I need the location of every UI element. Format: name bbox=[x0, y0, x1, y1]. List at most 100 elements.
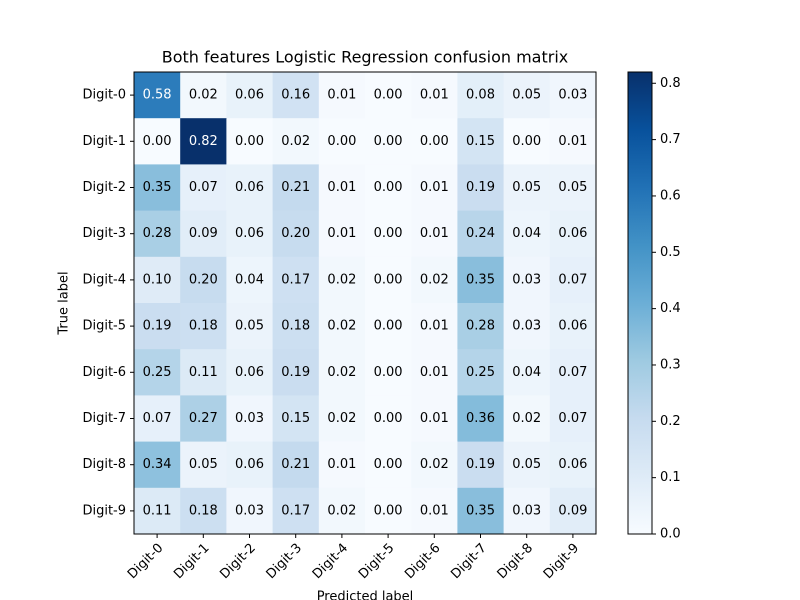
cell-label: 0.06 bbox=[558, 226, 587, 241]
cell-label: 0.03 bbox=[512, 319, 541, 334]
heatmap-cell bbox=[318, 118, 366, 165]
heatmap-cell bbox=[365, 164, 412, 212]
cell-label: 0.35 bbox=[143, 180, 172, 195]
heatmap-cell bbox=[549, 441, 597, 489]
cell-label: 0.03 bbox=[235, 411, 264, 426]
cell-label: 0.03 bbox=[558, 88, 587, 103]
cell-label: 0.07 bbox=[143, 411, 172, 426]
heatmap-cell bbox=[549, 164, 597, 212]
heatmap-cell bbox=[549, 210, 597, 258]
cell-label: 0.01 bbox=[420, 88, 449, 103]
heatmap-cell bbox=[134, 118, 181, 165]
x-tick-label: Digit-8 bbox=[495, 541, 536, 582]
heatmap-cell bbox=[503, 72, 551, 119]
cell-label: 0.15 bbox=[466, 134, 495, 149]
cell-label: 0.01 bbox=[327, 226, 356, 241]
cell-label: 0.02 bbox=[512, 411, 541, 426]
cell-label: 0.34 bbox=[143, 457, 172, 472]
cell-label: 0.17 bbox=[281, 503, 310, 518]
heatmap-cell bbox=[365, 118, 412, 165]
y-tick-label: Digit-0 bbox=[82, 88, 126, 103]
heatmap-cell bbox=[365, 395, 412, 443]
cell-label: 0.00 bbox=[327, 134, 356, 149]
cell-label: 0.00 bbox=[374, 365, 403, 380]
cell-label: 0.58 bbox=[143, 88, 172, 103]
heatmap-cell bbox=[226, 303, 274, 350]
heatmap-cell bbox=[549, 303, 597, 350]
cell-label: 0.19 bbox=[466, 180, 495, 195]
colorbar-tick-label: 0.7 bbox=[660, 132, 681, 147]
heatmap-cell bbox=[272, 210, 320, 258]
heatmap-cell bbox=[411, 303, 458, 350]
cell-label: 0.00 bbox=[235, 134, 264, 149]
heatmap-cell bbox=[180, 441, 227, 489]
cell-label: 0.05 bbox=[512, 180, 541, 195]
y-tick-label: Digit-2 bbox=[82, 180, 126, 195]
cell-label: 0.25 bbox=[143, 365, 172, 380]
cell-label: 0.20 bbox=[281, 226, 310, 241]
heatmap-cell bbox=[365, 210, 412, 258]
plot-frame bbox=[133, 71, 597, 535]
cell-label: 0.06 bbox=[558, 319, 587, 334]
cell-label: 0.01 bbox=[420, 180, 449, 195]
heatmap-cell bbox=[180, 256, 227, 304]
heatmap-cell bbox=[180, 395, 227, 443]
cell-label: 0.01 bbox=[420, 365, 449, 380]
colorbar-tick-label: 0.1 bbox=[660, 470, 681, 485]
cell-label: 0.21 bbox=[281, 180, 310, 195]
x-tick-label: Digit-6 bbox=[402, 541, 443, 582]
heatmap-cell bbox=[180, 349, 227, 396]
y-tick-label: Digit-3 bbox=[82, 226, 126, 241]
heatmap-cell bbox=[411, 164, 458, 212]
cell-label: 0.00 bbox=[374, 272, 403, 287]
heatmap-cell bbox=[549, 256, 597, 304]
heatmap-cell bbox=[411, 210, 458, 258]
chart-title: Both features Logistic Regression confus… bbox=[162, 48, 568, 67]
heatmap-cell bbox=[457, 256, 505, 304]
cell-label: 0.35 bbox=[466, 503, 495, 518]
cell-label: 0.00 bbox=[374, 411, 403, 426]
heatmap-cell bbox=[411, 395, 458, 443]
cell-label: 0.02 bbox=[327, 272, 356, 287]
cell-label: 0.01 bbox=[420, 503, 449, 518]
heatmap-cell bbox=[549, 349, 597, 396]
heatmap-cell bbox=[365, 256, 412, 304]
heatmap-cell bbox=[226, 349, 274, 396]
cell-label: 0.04 bbox=[512, 226, 541, 241]
cell-label: 0.00 bbox=[420, 134, 449, 149]
cell-label: 0.00 bbox=[374, 180, 403, 195]
heatmap-cell bbox=[318, 72, 366, 119]
cell-label: 0.01 bbox=[327, 88, 356, 103]
heatmap-cell bbox=[549, 72, 597, 119]
cell-label: 0.04 bbox=[512, 365, 541, 380]
cell-label: 0.11 bbox=[143, 503, 172, 518]
heatmap-cell bbox=[503, 487, 551, 535]
heatmap-cell bbox=[503, 164, 551, 212]
cell-label: 0.05 bbox=[235, 319, 264, 334]
cell-label: 0.02 bbox=[327, 411, 356, 426]
cell-label: 0.00 bbox=[143, 134, 172, 149]
heatmap-cell bbox=[318, 487, 366, 535]
heatmap-cell bbox=[457, 441, 505, 489]
cell-label: 0.01 bbox=[420, 411, 449, 426]
heatmap-cell bbox=[318, 256, 366, 304]
heatmap-cell bbox=[411, 256, 458, 304]
heatmap-cell bbox=[134, 210, 181, 258]
heatmap-cell bbox=[411, 487, 458, 535]
heatmap-cell bbox=[457, 118, 505, 165]
heatmap-cell bbox=[272, 72, 320, 119]
heatmap-cell bbox=[457, 349, 505, 396]
heatmap-cell bbox=[134, 72, 181, 119]
x-tick-label: Digit-7 bbox=[448, 541, 489, 582]
cell-label: 0.00 bbox=[374, 319, 403, 334]
cell-label: 0.02 bbox=[281, 134, 310, 149]
cell-label: 0.00 bbox=[512, 134, 541, 149]
heatmap-cell bbox=[457, 487, 505, 535]
cell-label: 0.82 bbox=[189, 134, 218, 149]
heatmap-cell bbox=[226, 210, 274, 258]
heatmap-cell bbox=[180, 164, 227, 212]
heatmap-cell bbox=[503, 349, 551, 396]
cell-label: 0.00 bbox=[374, 134, 403, 149]
colorbar-tick-label: 0.5 bbox=[660, 245, 681, 260]
colorbar-tick-label: 0.6 bbox=[660, 188, 681, 203]
